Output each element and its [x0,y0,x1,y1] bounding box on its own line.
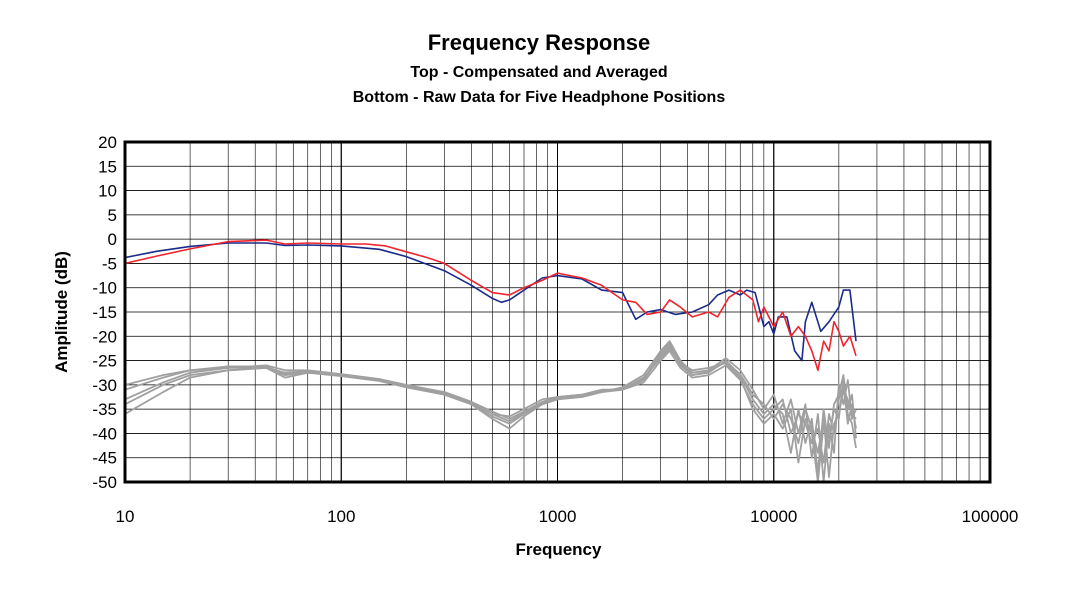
y-tick-label: -35 [92,400,117,419]
chart-subtitle-bottom: Bottom - Raw Data for Five Headphone Pos… [352,89,726,106]
chart-title: Frequency Response [427,30,651,55]
y-tick-label: -15 [92,303,117,322]
y-tick-labels: 20 15 10 5 0 -5 -10 -15 -20 -25 -30 -35 -40 -45 -50 [92,133,117,492]
y-tick-label: -30 [92,376,117,395]
x-tick-label: 100 [327,507,355,526]
series-lines [124,239,857,483]
y-tick-label: 5 [108,206,117,225]
series-line-3 [124,340,857,483]
series-line-1 [124,239,857,372]
y-tick-label: 0 [108,230,117,249]
x-tick-label: 10 [116,507,135,526]
y-tick-label: 20 [98,133,117,152]
y-tick-label: -5 [102,254,117,273]
plot-frame [123,140,992,484]
grid-lines [124,141,991,483]
y-tick-label: -45 [92,449,117,468]
y-tick-label: 15 [98,157,117,176]
y-tick-label: -50 [92,473,117,492]
y-tick-label: -20 [92,327,117,346]
x-tick-label: 1000 [539,507,577,526]
y-tick-label: 10 [98,182,117,201]
y-tick-label: -40 [92,424,117,443]
x-tick-labels: 10 100 1000 10000 100000 [116,507,1019,526]
x-tick-label: 10000 [750,507,797,526]
y-tick-label: -10 [92,279,117,298]
series-line-0 [124,242,857,362]
y-tick-label: -25 [92,352,117,371]
y-axis-label: Amplitude (dB) [52,251,71,373]
chart-subtitle-top: Top - Compensated and Averaged [410,64,668,81]
x-tick-label: 100000 [962,507,1019,526]
x-axis-label: Frequency [516,540,603,559]
series-line-6 [124,342,857,479]
